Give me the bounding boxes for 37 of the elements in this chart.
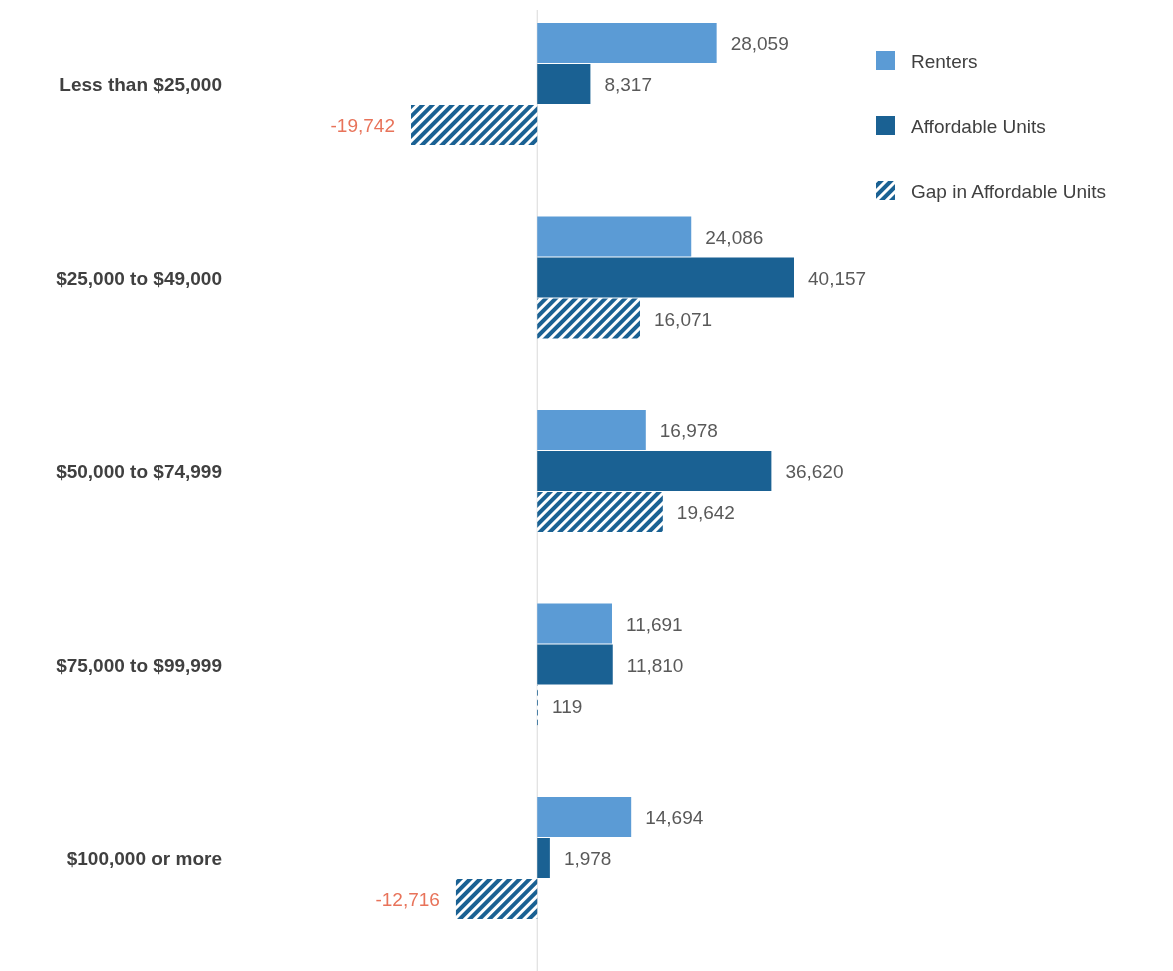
data-label: 16,978 [659, 420, 718, 442]
bar [537, 216, 692, 257]
bar [537, 644, 613, 685]
bar [537, 451, 772, 491]
bar [411, 105, 538, 145]
data-label: 40,157 [808, 267, 867, 289]
data-label: -19,742 [330, 115, 395, 137]
bar [537, 838, 550, 878]
data-label: 11,810 [626, 654, 684, 676]
data-label: 1,978 [563, 848, 612, 870]
data-label: -12,716 [375, 889, 440, 911]
y-tick-label: $50,000 to $74,999 [56, 461, 222, 483]
y-tick-label: $100,000 or more [66, 848, 222, 870]
bar [537, 64, 591, 104]
data-label: 119 [551, 695, 583, 717]
bar [537, 797, 632, 837]
bar [455, 879, 538, 919]
data-label: 16,071 [653, 308, 713, 330]
data-label: 14,694 [645, 807, 704, 829]
data-label: 28,059 [730, 33, 789, 55]
data-label: 19,642 [676, 502, 735, 524]
bar [537, 23, 717, 63]
y-tick-label: $25,000 to $49,000 [56, 267, 222, 289]
data-label: 24,086 [705, 226, 764, 248]
y-tick-label: Less than $25,000 [59, 74, 222, 96]
bar [537, 492, 663, 532]
bar [537, 603, 612, 644]
legend-label: Renters [911, 50, 978, 72]
y-tick-label: $75,000 to $99,999 [56, 654, 222, 676]
bar [537, 298, 640, 339]
data-label: 8,317 [604, 74, 652, 96]
legend-label: Affordable Units [911, 115, 1046, 137]
data-label: 11,691 [625, 613, 683, 635]
bar [537, 257, 794, 298]
legend-label: Gap in Affordable Units [911, 180, 1107, 202]
bar [537, 410, 646, 450]
data-label: 36,620 [785, 461, 844, 483]
